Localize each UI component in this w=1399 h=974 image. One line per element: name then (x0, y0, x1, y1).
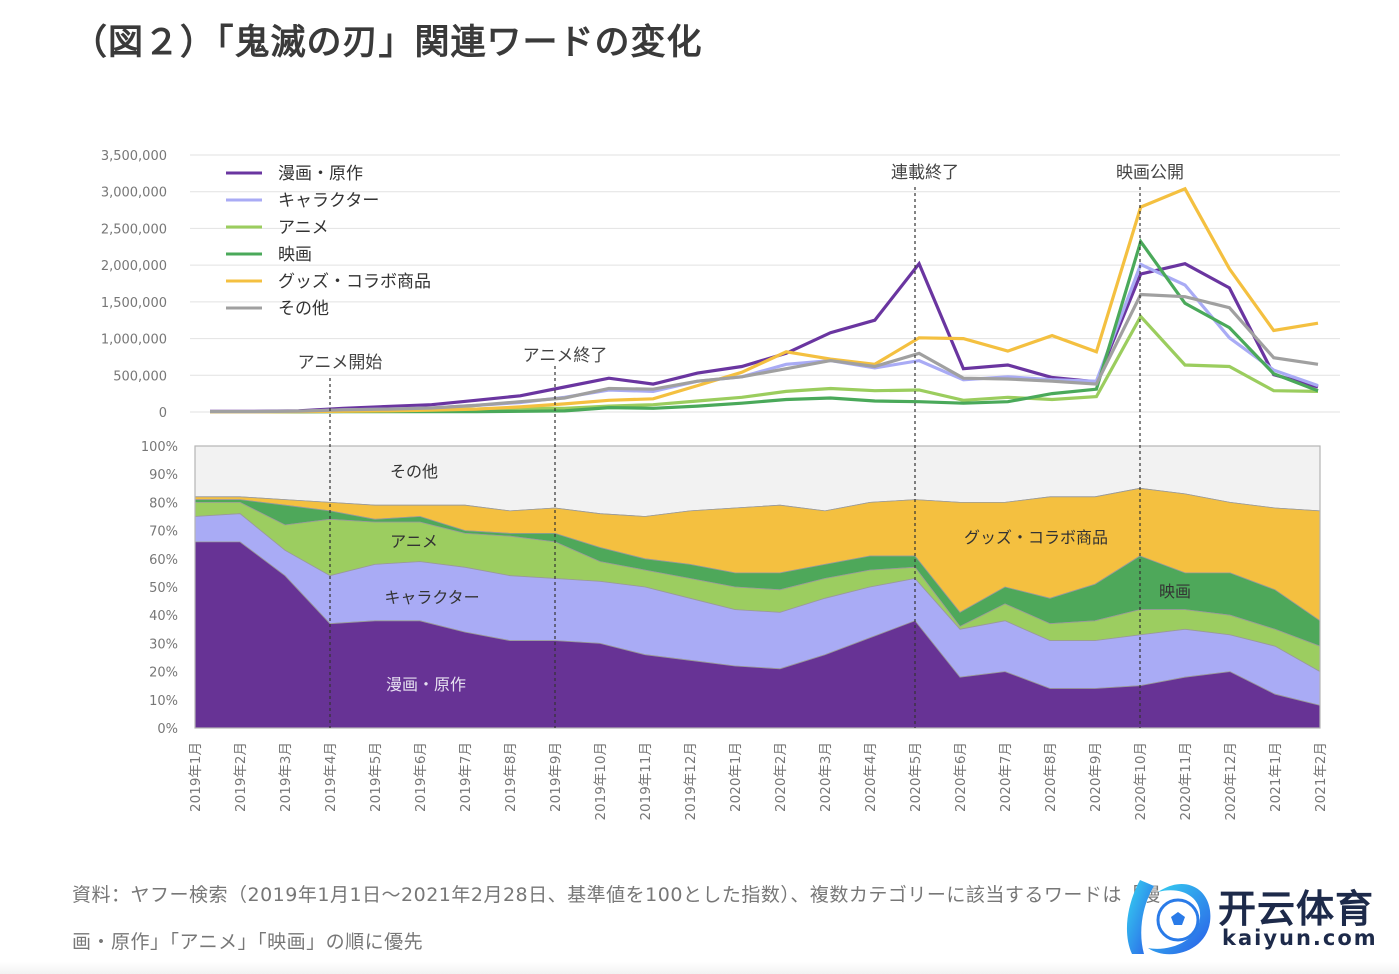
y-tick-label-pct: 60% (149, 553, 178, 568)
x-tick-label: 2020年10月 (1133, 742, 1149, 821)
area-band-label: グッズ・コラボ商品 (964, 528, 1108, 547)
legend-label: 映画 (278, 245, 312, 265)
legend-label: その他 (278, 299, 329, 319)
annotation-label: アニメ開始 (298, 353, 383, 373)
y-tick-label: 0 (159, 406, 167, 421)
x-tick-label: 2020年5月 (908, 742, 924, 812)
y-tick-label-pct: 100% (141, 440, 178, 455)
watermark-logo: 开云体育 kaiyun.com (1118, 872, 1393, 962)
source-note-line2: 画・原作」「アニメ」「映画」の順に優先 (72, 931, 424, 953)
y-tick-label-pct: 0% (157, 722, 178, 737)
x-tick-label: 2019年6月 (413, 742, 429, 812)
legend-label: 漫画・原作 (278, 164, 363, 184)
y-tick-label: 1,000,000 (101, 333, 167, 348)
x-tick-label: 2020年11月 (1178, 742, 1194, 821)
x-tick-label: 2019年11月 (638, 742, 654, 821)
y-tick-label-pct: 10% (149, 694, 178, 709)
area-chart-y-axis: 0% 10% 20% 30% 40% 50% 60% 70% 80% 90% 100% (141, 440, 178, 737)
y-tick-label-pct: 20% (149, 666, 178, 681)
x-tick-label: 2019年9月 (548, 742, 564, 812)
x-tick-label: 2019年8月 (503, 742, 519, 812)
area-band-label: 映画 (1159, 582, 1191, 601)
x-tick-label: 2020年2月 (773, 742, 789, 812)
legend-label: グッズ・コラボ商品 (278, 272, 431, 292)
x-tick-label: 2021年1月 (1268, 742, 1284, 812)
series-line-0 (210, 260, 1319, 413)
y-tick-label-pct: 90% (149, 468, 178, 483)
area-band-label: 漫画・原作 (386, 675, 466, 694)
x-tick-label: 2019年1月 (188, 742, 204, 812)
x-tick-label: 2019年2月 (233, 742, 249, 812)
x-tick-label: 2020年4月 (863, 742, 879, 812)
x-tick-label: 2020年8月 (1043, 742, 1059, 812)
x-tick-label: 2020年6月 (953, 742, 969, 812)
area-chart-plot (194, 445, 1321, 729)
footer-band (0, 962, 1399, 974)
series-line-5 (210, 292, 1319, 414)
x-tick-label: 2019年4月 (323, 742, 339, 812)
annotation-label: 連載終了 (891, 163, 959, 183)
y-tick-label: 2,500,000 (101, 222, 167, 237)
y-tick-label-pct: 80% (149, 496, 178, 511)
series-line-4 (210, 186, 1319, 414)
legend-label: キャラクター (278, 191, 379, 211)
x-axis-labels: 2019年1月 2019年2月 2019年3月 2019年4月 2019年5月 2019年… (188, 742, 1329, 821)
y-tick-label: 2,000,000 (101, 259, 167, 274)
y-tick-label-pct: 70% (149, 525, 178, 540)
area-band-label: その他 (390, 462, 438, 481)
annotation-label: アニメ終了 (523, 346, 608, 366)
y-tick-label: 500,000 (113, 369, 167, 384)
x-tick-label: 2019年7月 (458, 742, 474, 812)
x-tick-label: 2019年5月 (368, 742, 384, 812)
y-tick-label: 3,500,000 (101, 149, 167, 164)
x-tick-label: 2019年12月 (683, 742, 699, 821)
chart-title: （図２）「鬼滅の刃」関連ワードの変化 (72, 23, 703, 63)
x-tick-label: 2020年1月 (728, 742, 744, 812)
x-tick-label: 2020年7月 (998, 742, 1014, 812)
line-chart-series (210, 186, 1319, 414)
x-tick-label: 2021年2月 (1313, 742, 1329, 812)
y-tick-label: 1,500,000 (101, 296, 167, 311)
y-tick-label: 3,000,000 (101, 186, 167, 201)
line-chart-y-axis: 0 500,000 1,000,000 1,500,000 2,000,000 2,500… (101, 149, 167, 421)
x-tick-label: 2020年12月 (1223, 742, 1239, 821)
y-tick-label-pct: 30% (149, 637, 178, 652)
annotation-label: 映画公開 (1116, 163, 1184, 183)
y-tick-label-pct: 50% (149, 581, 178, 596)
source-note-line1: 資料：ヤフー検索（2019年1月1日～2021年2月28日、基準値を100とした… (72, 884, 1161, 906)
legend-label: アニメ (278, 218, 329, 238)
watermark-text-cn: 开云体育 (1218, 887, 1375, 931)
x-tick-label: 2019年10月 (593, 742, 609, 821)
x-tick-label: 2020年9月 (1088, 742, 1104, 812)
y-tick-label-pct: 40% (149, 609, 178, 624)
area-plot-border (194, 445, 1321, 729)
event-annotations: アニメ開始 アニメ終了 連載終了 映画公開 (298, 163, 1184, 728)
area-band-label: キャラクター (384, 588, 479, 607)
area-band-label: アニメ (390, 532, 438, 551)
x-tick-label: 2020年3月 (818, 742, 834, 812)
x-tick-label: 2019年3月 (278, 742, 294, 812)
watermark-text-en: kaiyun.com (1222, 926, 1378, 950)
soccer-ball-logo-icon (1126, 880, 1211, 955)
